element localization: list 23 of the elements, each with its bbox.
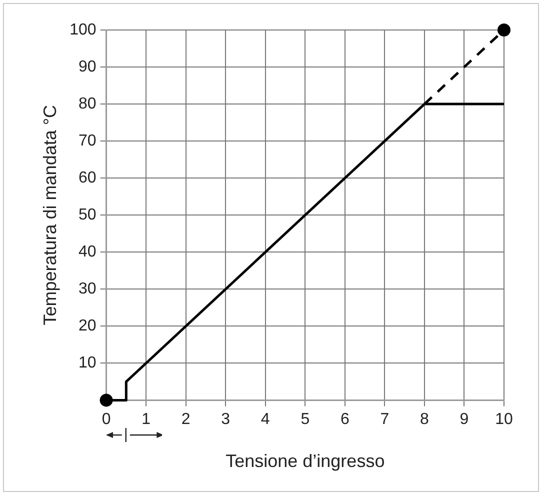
x-tick-label: 7: [380, 411, 390, 428]
x-tick-label: 9: [460, 411, 469, 428]
y-axis-title: Temperatura di mandata °C: [40, 104, 60, 326]
x-tick-label: 3: [221, 411, 230, 428]
x-tick-label: 1: [142, 411, 151, 428]
y-tick-label: 90: [78, 58, 96, 76]
y-tick-label: 20: [78, 318, 96, 335]
x-tick-label: 5: [300, 411, 310, 428]
y-tick-label: 100: [70, 21, 96, 38]
x-tick-label: 4: [260, 411, 270, 428]
y-tick-label: 30: [78, 280, 96, 298]
x-tick-label: 0: [102, 411, 111, 428]
y-tick-label: 10: [78, 354, 96, 372]
x-axis-title: Tensione d’ingresso: [226, 451, 385, 472]
x-tick-label: 10: [495, 411, 513, 428]
x-tick-label: 2: [181, 411, 190, 428]
x-tick-label: 6: [340, 411, 350, 428]
y-tick-label: 50: [78, 206, 96, 224]
x-tick-label: 8: [420, 411, 430, 428]
y-tick-label: 70: [78, 132, 96, 150]
y-tick-label: 80: [78, 95, 96, 112]
y-tick-label: 40: [78, 244, 96, 261]
y-tick-label: 60: [78, 169, 96, 186]
